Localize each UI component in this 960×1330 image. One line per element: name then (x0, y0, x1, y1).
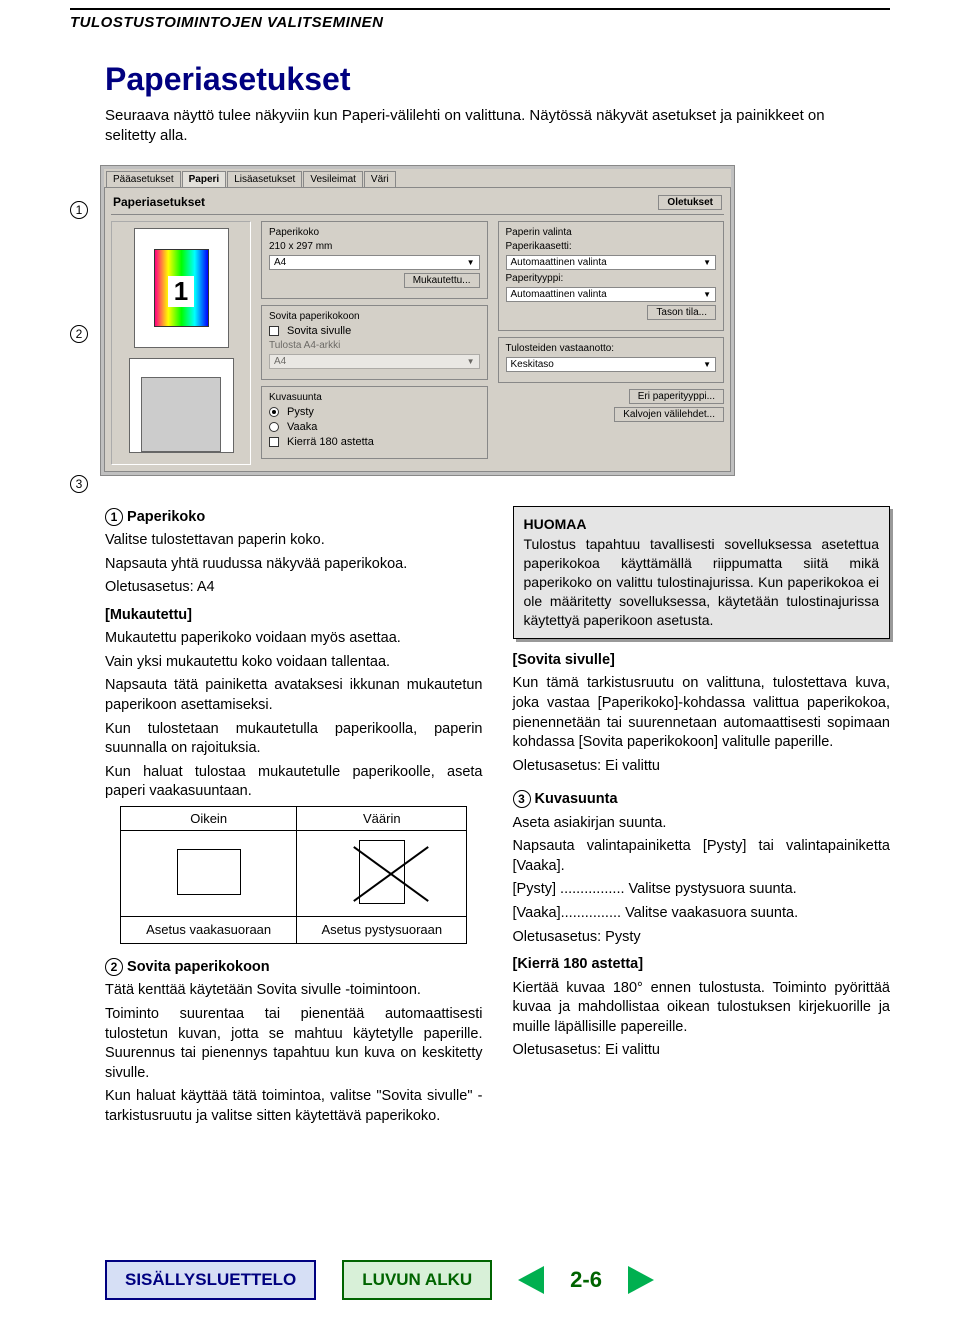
papersel-label: Paperin valinta (506, 227, 717, 238)
papersize-dropdown[interactable]: A4 (269, 255, 480, 270)
custom-button[interactable]: Mukautettu... (404, 273, 480, 288)
num-3: 3 (513, 790, 531, 808)
dialog-group-title: Paperiasetukset (113, 195, 205, 210)
sec2-title: Sovita paperikokoon (127, 959, 270, 975)
papertype-dropdown[interactable]: Automaattinen valinta (506, 287, 717, 302)
tab[interactable]: Pääasetukset (106, 171, 181, 187)
tray-dropdown[interactable]: Automaattinen valinta (506, 255, 717, 270)
tray-label: Paperikaasetti: (506, 241, 591, 252)
running-header: TULOSTUSTOIMINTOJEN VALITSEMINEN (0, 10, 960, 61)
portrait-wrong-icon (359, 840, 405, 909)
tab[interactable]: Väri (364, 171, 396, 187)
fit-label: Sovita paperikokoon (269, 311, 480, 322)
papersize-label: Paperikoko (269, 227, 480, 238)
sec2-l3: Kun haluat käyttää tätä toimintoa, valit… (105, 1087, 483, 1126)
dialog-tabs: Pääasetukset Paperi Lisäasetukset Vesile… (104, 169, 731, 187)
page-number: 2-6 (570, 1267, 602, 1293)
diffpaper-button[interactable]: Eri paperityyppi... (629, 389, 724, 404)
sec3-l1: Aseta asiakirjan suunta. (513, 814, 891, 834)
vaaka-val: Valitse vaakasuora suunta. (625, 905, 798, 921)
num-1: 1 (105, 508, 123, 526)
chapter-start-button[interactable]: LUVUN ALKU (342, 1260, 492, 1300)
defaults-button[interactable]: Oletukset (658, 195, 722, 210)
output-dropdown[interactable]: Keskitaso (506, 357, 717, 372)
prev-page-arrow[interactable] (518, 1266, 544, 1294)
cap-portrait: Asetus pystysuoraan (297, 917, 467, 944)
rotate-checkbox[interactable] (269, 437, 279, 447)
th-vaarin: Väärin (297, 806, 467, 831)
paper-dim: 210 x 297 mm (269, 241, 480, 252)
sov-body: Kun tämä tarkistusruutu on valittuna, tu… (513, 674, 891, 752)
printa4-label: Tulosta A4-arkki (269, 340, 354, 351)
trans-button[interactable]: Kalvojen välilehdet... (614, 407, 724, 422)
orientation-label: Kuvasuunta (269, 392, 480, 403)
next-page-arrow[interactable] (628, 1266, 654, 1294)
sec1-l4: Mukautettu paperikoko voidaan myös asett… (105, 629, 483, 649)
vaaka-label: [Vaaka] (513, 905, 561, 921)
tab[interactable]: Vesileimat (303, 171, 363, 187)
note-box: HUOMAA Tulostus tapahtuu tavallisesti so… (513, 506, 891, 639)
rotate-label: Kierrä 180 astetta (287, 436, 374, 448)
sec3-def: Oletusasetus: Pysty (513, 928, 891, 948)
printer-preview (129, 358, 234, 453)
tab[interactable]: Paperi (182, 171, 227, 187)
callout-2: 2 (70, 325, 88, 343)
sec3-l2a: Napsauta valintapainiketta [Pysty] tai v… (513, 837, 891, 876)
pysty-label: [Pysty] (513, 881, 557, 897)
sec1-sub: [Mukautettu] (105, 606, 483, 626)
sov-sub: [Sovita sivulle] (513, 651, 891, 671)
radio-landscape-label: Vaaka (287, 421, 317, 433)
sec3-sub: [Kierrä 180 astetta] (513, 955, 891, 975)
paper-preview: 1 (134, 228, 229, 348)
note-title: HUOMAA (524, 515, 880, 534)
radio-portrait[interactable] (269, 407, 279, 417)
cap-landscape: Asetus vaakasuoraan (121, 917, 297, 944)
pysty-val: Valitse pystysuora suunta. (629, 881, 797, 897)
radio-portrait-label: Pysty (287, 406, 314, 418)
dialog-screenshot: 1 2 3 Pääasetukset Paperi Lisäasetukset … (70, 165, 960, 476)
sec3-def2: Oletusasetus: Ei valittu (513, 1041, 891, 1061)
radio-landscape[interactable] (269, 422, 279, 432)
landscape-icon (177, 849, 241, 895)
sec1-l2: Napsauta yhtä ruudussa näkyvää paperikok… (105, 555, 483, 575)
intro-text: Seuraava näyttö tulee näkyviin kun Paper… (105, 106, 840, 147)
output-label: Tulosteiden vastaanotto: (506, 343, 717, 354)
fit-size-dropdown: A4 (269, 354, 480, 369)
sec3-title: Kuvasuunta (535, 791, 618, 807)
sec1-title: Paperikoko (127, 509, 205, 525)
fit-checkbox[interactable] (269, 326, 279, 336)
note-body: Tulostus tapahtuu tavallisesti sovelluks… (524, 535, 880, 629)
sec1-l8: Kun haluat tulostaa mukautetulle paperik… (105, 763, 483, 802)
sec1-l5: Vain yksi mukautettu koko voidaan tallen… (105, 653, 483, 673)
sec1-l6: Napsauta tätä painiketta avataksesi ikku… (105, 676, 483, 715)
callout-1: 1 (70, 201, 88, 219)
sov-def: Oletusasetus: Ei valittu (513, 757, 891, 777)
num-2: 2 (105, 958, 123, 976)
sec1-l3: Oletusasetus: A4 (105, 578, 483, 598)
papertype-label: Paperityyppi: (506, 273, 591, 284)
sec1-l7: Kun tulostetaan mukautetulla paperikooll… (105, 720, 483, 759)
orientation-table: Oikein Väärin Asetus vaakasuoraan Asetus… (120, 806, 467, 944)
tab[interactable]: Lisäasetukset (227, 171, 302, 187)
fit-check-label: Sovita sivulle (287, 325, 351, 337)
callout-3: 3 (70, 475, 88, 493)
th-oikein: Oikein (121, 806, 297, 831)
toc-button[interactable]: SISÄLLYSLUETTELO (105, 1260, 316, 1300)
sec1-l1: Valitse tulostettavan paperin koko. (105, 531, 483, 551)
sec2-l2: Toiminto suurentaa tai pienentää automaa… (105, 1005, 483, 1083)
preview-page-number: 1 (168, 276, 194, 307)
sec3-l3: Kiertää kuvaa 180° ennen tulostusta. Toi… (513, 979, 891, 1038)
page-title: Paperiasetukset (105, 61, 960, 98)
traystatus-button[interactable]: Tason tila... (647, 305, 716, 320)
sec2-l1: Tätä kenttää käytetään Sovita sivulle -t… (105, 981, 483, 1001)
